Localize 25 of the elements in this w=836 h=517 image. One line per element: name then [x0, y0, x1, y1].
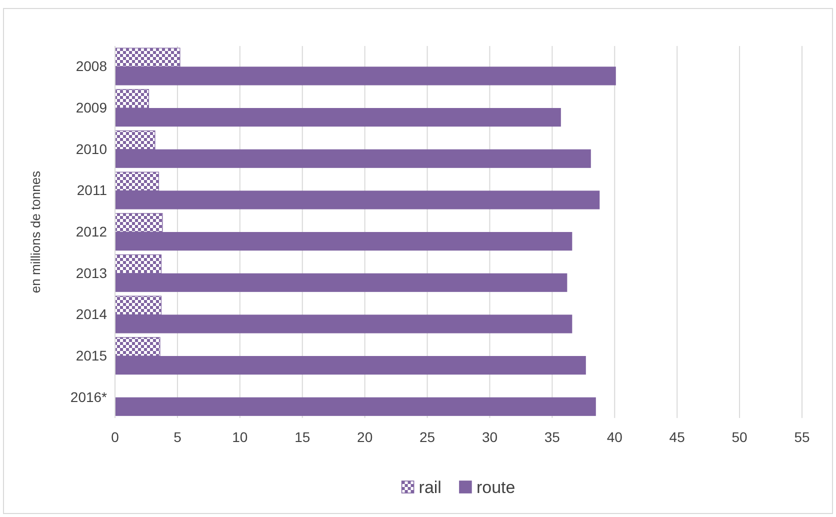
x-tick-label: 35: [544, 428, 560, 445]
x-tick-label: 30: [482, 428, 498, 445]
x-tick-label: 50: [732, 428, 748, 445]
y-tick-label: 2009: [76, 99, 108, 116]
y-axis-title: en millions de tonnes: [28, 170, 43, 294]
y-tick-label: 2013: [76, 264, 108, 281]
y-tick-label: 2008: [76, 58, 108, 74]
x-tick-label: 10: [232, 428, 248, 445]
y-tick-label: 2010: [76, 140, 108, 157]
y-tick-label: 2014: [76, 306, 108, 322]
x-tick-label: 55: [794, 428, 810, 445]
x-tick-label: 40: [606, 428, 623, 445]
x-tick-label: 15: [294, 428, 310, 445]
bar: [115, 397, 596, 416]
legend-label: rail: [418, 478, 442, 497]
x-tick-label: 20: [357, 428, 373, 445]
x-tick-label: 45: [669, 428, 686, 445]
y-tick-label: 2011: [76, 182, 108, 198]
x-tick-label: 5: [174, 428, 182, 445]
y-tick-label: 2012: [76, 223, 108, 240]
x-tick-label: 25: [419, 428, 436, 445]
x-tick-label: 0: [111, 428, 120, 445]
y-tick-label: 2015: [76, 347, 108, 364]
y-tick-label: 2016*: [70, 388, 108, 405]
legend-label: route: [476, 478, 516, 497]
